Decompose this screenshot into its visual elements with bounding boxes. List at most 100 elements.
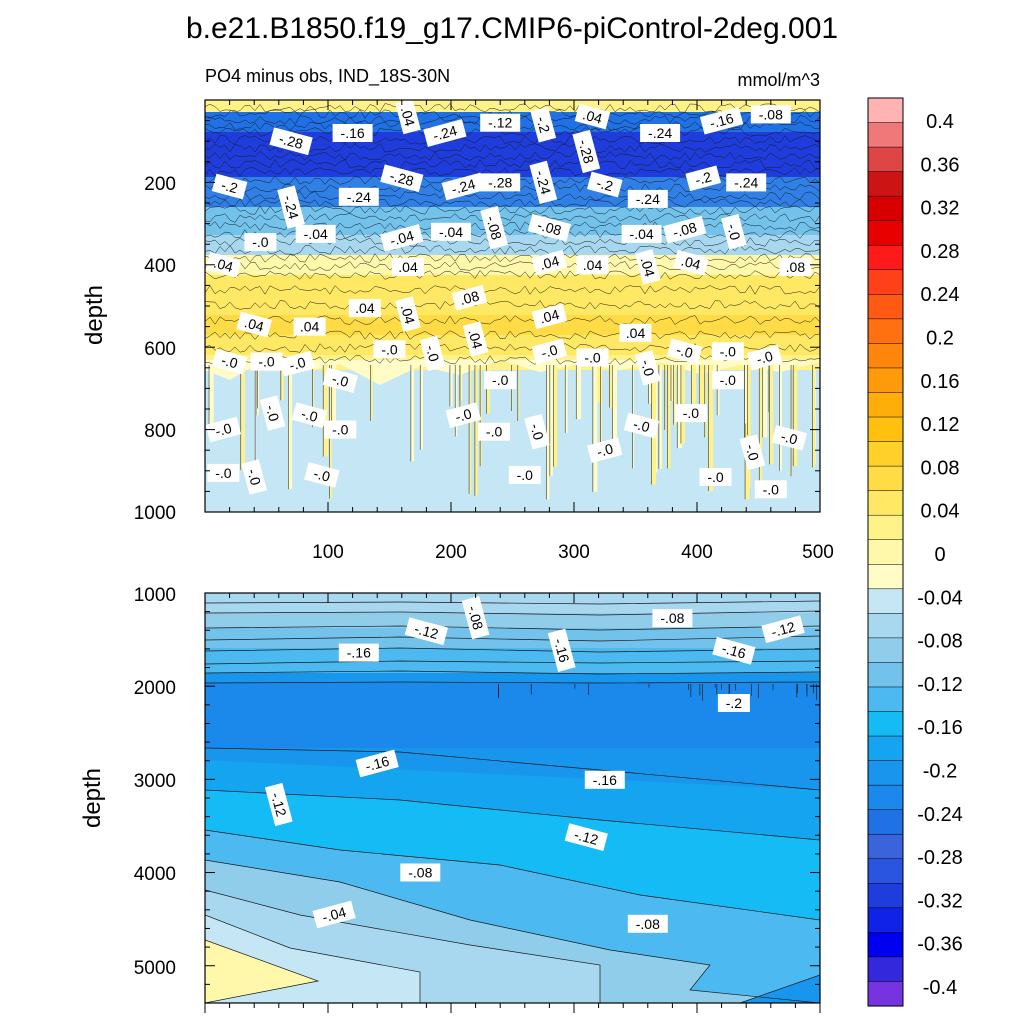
top-contour-label: -.0	[478, 422, 511, 441]
colorbar-box	[867, 465, 904, 492]
label-text: -.2	[726, 695, 743, 711]
label-bg	[211, 173, 248, 200]
streak	[609, 365, 613, 408]
colorbar-label: 0.36	[921, 154, 960, 176]
contour-line	[205, 660, 820, 665]
label-text: .04	[626, 325, 646, 341]
bottom-contour-label: -.08	[461, 596, 490, 640]
colorbar-label: 0.32	[921, 198, 960, 220]
top-x-tick-5: 500	[802, 542, 834, 563]
label-bg	[572, 129, 601, 174]
bottom-y-tick-3: 3000	[134, 771, 176, 792]
streak	[469, 365, 472, 494]
top-zero-contour	[205, 360, 820, 385]
label-text: -.24	[734, 174, 758, 190]
label-text: -.0	[312, 465, 332, 485]
streak	[486, 365, 490, 414]
label-text: -.28	[488, 174, 512, 190]
contour-line	[205, 829, 820, 921]
label-text: -.12	[488, 115, 512, 131]
streak	[209, 365, 214, 429]
colorbar-box	[867, 564, 904, 590]
streak	[595, 365, 601, 403]
colorbar-label: 0.16	[921, 371, 960, 393]
label-text: -.0	[517, 467, 534, 483]
streak	[459, 365, 462, 424]
colorbar-box	[867, 171, 904, 197]
label-bg	[750, 105, 791, 124]
label-text: -.24	[648, 125, 672, 141]
label-text: -.12	[268, 791, 290, 819]
colorbar-box	[867, 735, 904, 762]
label-text: -.08	[671, 219, 699, 241]
label-bg	[441, 172, 485, 201]
bottom-y-tick-5: 5000	[134, 958, 176, 979]
bottom-y-tick-4: 4000	[134, 864, 176, 885]
label-bg	[395, 98, 421, 135]
bottom-contour-label: -.2	[717, 694, 750, 712]
top-contour-label: -.0	[445, 402, 482, 429]
top-contour-label: -.2	[211, 173, 248, 200]
label-text: -.0	[683, 405, 700, 421]
bottom-contour-label: -.12	[264, 782, 293, 827]
label-text: .04	[583, 257, 603, 273]
streak	[449, 365, 453, 407]
label-bg	[304, 462, 340, 488]
colorbar-box	[867, 637, 904, 663]
contour-line	[205, 103, 820, 113]
colorbar-box	[867, 416, 904, 443]
label-bg	[699, 106, 744, 135]
bottom-y-tick-2: 2000	[134, 678, 176, 699]
bottom-contour-label: -.08	[652, 609, 693, 628]
label-text: -.0	[258, 354, 275, 370]
label-text: -.0	[300, 405, 320, 425]
top-contour-label: -.0	[746, 344, 783, 371]
bottom-y-axis-label: depth	[79, 768, 106, 828]
label-bg	[269, 127, 313, 156]
label-bg	[674, 404, 707, 423]
label-text: -.0	[720, 372, 737, 388]
label-bg	[547, 628, 576, 672]
streak	[699, 365, 705, 416]
top-contour-label: -.24	[338, 187, 379, 206]
streak	[747, 365, 751, 436]
label-bg	[623, 412, 660, 439]
top-contour-label: .04	[619, 323, 652, 342]
streak	[812, 365, 816, 468]
bottom-contour-label: -.08	[627, 914, 668, 933]
contour-line	[205, 205, 820, 215]
streak	[612, 365, 618, 452]
streak	[667, 365, 671, 469]
top-contour-label: -.04	[621, 224, 662, 243]
streak	[240, 365, 245, 471]
label-bg	[531, 303, 568, 330]
label-bg	[529, 160, 558, 205]
contour-line	[205, 198, 820, 208]
label-text: -.28	[575, 138, 597, 166]
label-bg	[627, 914, 668, 933]
label-text: .04	[355, 300, 375, 316]
top-band-pale-yellow	[205, 255, 820, 275]
colorbar-label: -0.28	[917, 847, 963, 869]
label-bg	[640, 124, 681, 142]
label-bg	[739, 434, 766, 471]
streak	[658, 365, 662, 469]
label-text: -.0	[720, 343, 737, 359]
label-bg	[711, 342, 744, 361]
top-y-tick-2: 400	[144, 256, 176, 277]
label-text: -.0	[724, 222, 744, 242]
colorbar-box	[867, 686, 904, 713]
colorbar-box	[867, 244, 904, 271]
contour-line	[205, 109, 820, 119]
label-bg	[445, 402, 482, 429]
colorbar-box	[867, 392, 904, 418]
colorbar-box	[867, 833, 904, 860]
label-text: -.0	[638, 358, 658, 378]
label-bg	[531, 249, 568, 276]
label-text: -.24	[347, 189, 371, 205]
chart-title: b.e21.B1850.f19_g17.CMIP6-piControl-2deg…	[186, 12, 838, 45]
streak	[717, 365, 720, 416]
streak	[576, 365, 582, 420]
label-bg	[392, 257, 424, 276]
contour-line	[205, 610, 820, 616]
